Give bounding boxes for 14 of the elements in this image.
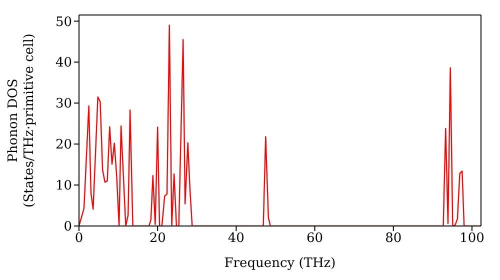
y-tick-label: 30: [55, 96, 72, 112]
y-tick-label: 10: [55, 178, 72, 194]
x-axis-title: Frequency (THz): [223, 256, 337, 271]
y-axis-title: Phonon DOS (States/THz·primitive cell): [6, 33, 37, 208]
x-tick-label: 100: [460, 231, 484, 246]
y-tick-label: 20: [55, 138, 72, 153]
y-tick-label: 50: [55, 14, 72, 30]
x-tick-label: 80: [385, 231, 402, 246]
x-tick-label: 60: [306, 231, 324, 246]
x-tick-label: 20: [149, 231, 166, 246]
x-tick-label: 0: [74, 231, 84, 246]
y-tick-label: 0: [64, 220, 72, 235]
x-tick-label: 40: [228, 231, 244, 246]
y-tick-label: 40: [55, 56, 72, 71]
